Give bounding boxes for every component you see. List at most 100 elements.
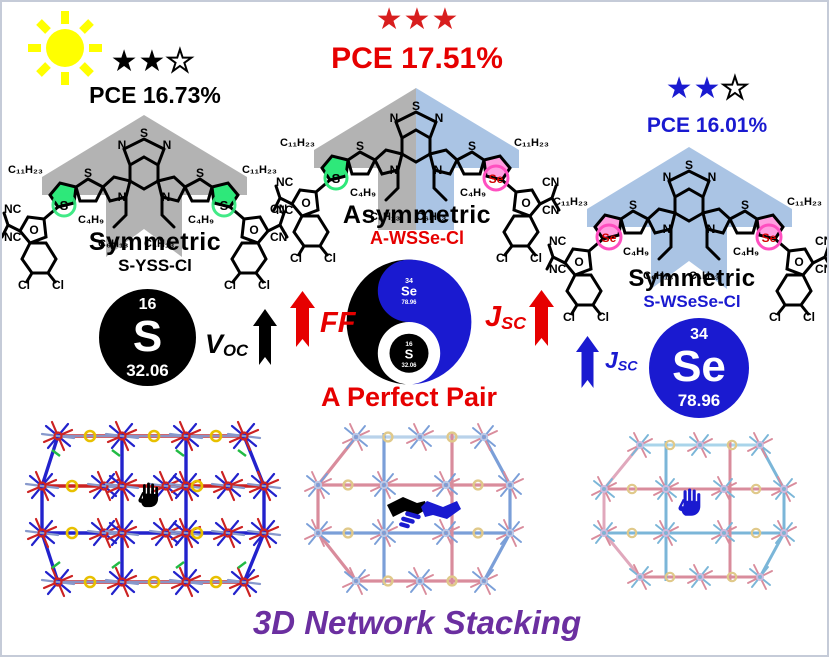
chem-label-c6h13: C₆H₁₃ (370, 211, 401, 223)
star-filled-icon: ★ (110, 45, 138, 78)
atom-label-nitrogen: N (434, 163, 443, 177)
chem-label-cn: CN (270, 202, 287, 216)
atom-label-sulfur: S (140, 126, 148, 140)
atom-label-nitrogen: N (118, 190, 127, 204)
metric-voc: VOC (205, 329, 248, 361)
metric-jsc-right: JSC (605, 347, 638, 375)
metric-jsc-right-subscript: SC (617, 358, 638, 375)
atom-label-oxygen: O (521, 196, 530, 210)
network-stacking-middle (292, 407, 557, 612)
atom-label-selenium: Se (762, 231, 777, 245)
atom-label-oxygen: O (249, 223, 258, 237)
chem-label-c11h23: C₁₁H₂₃ (8, 164, 43, 176)
chem-label-c4h9: C₄H₉ (623, 246, 649, 258)
yinyang-se-symbol: Se (401, 283, 417, 298)
molecule-code-right: S-WSeSe-Cl (643, 292, 741, 311)
atom-label-nitrogen: N (390, 111, 399, 125)
star-filled-icon: ★ (693, 72, 721, 105)
network-stacking-right (582, 417, 827, 607)
atom-label-selenium: Se (602, 231, 617, 245)
chem-label-c4h9: C₄H₉ (188, 214, 214, 226)
chem-label-nc: NC (4, 202, 22, 216)
atom-label-oxygen: O (29, 223, 38, 237)
star-hollow-icon: ★ (720, 72, 749, 105)
metric-voc-subscript: OC (223, 341, 249, 360)
metric-jsc-label: J (485, 301, 502, 333)
chem-label-nc: NC (276, 203, 294, 217)
metric-jsc-right-label: J (605, 347, 618, 373)
up-arrow-jsc-middle (528, 290, 555, 346)
atom-label-oxygen: O (574, 255, 583, 269)
atom-label-oxygen: O (301, 196, 310, 210)
molecule-structure-left: S N N S S N N S S O O C₁₁H₂₃ C₁₁H₂₃ C₄H₉… (2, 107, 289, 297)
chem-label-c11h23: C₁₁H₂₃ (553, 196, 588, 208)
chem-label-nc: NC (4, 230, 22, 244)
pce-label-left: PCE 16.73% (89, 82, 221, 108)
chem-label-cn: CN (542, 203, 559, 217)
atom-label-oxygen: O (794, 255, 803, 269)
atom-label-nitrogen: N (162, 190, 171, 204)
yinyang-se-mass: 78.96 (402, 300, 418, 306)
star-rating-right: ★ ★ ★ (652, 72, 762, 105)
atom-label-sulfur: S (220, 198, 229, 213)
metric-voc-label: V (205, 329, 224, 359)
atom-label-sulfur: S (412, 99, 420, 113)
element-atomic-number: 34 (690, 326, 708, 343)
chem-label-nc: NC (276, 175, 294, 189)
molecule-structure-right: S N N S S N N Se Se O O C₁₁H₂₃ C₁₁H₂₃ C₄… (545, 139, 829, 329)
atom-label-nitrogen: N (663, 222, 672, 236)
molecule-code-middle: A-WSSe-Cl (370, 228, 464, 248)
hand-blue-icon (678, 488, 701, 516)
network-stacking-left (12, 402, 287, 617)
atom-label-sulfur: S (468, 139, 476, 153)
atom-label-sulfur: S (60, 198, 69, 213)
element-circle-selenium: 34 Se 78.96 (649, 318, 749, 418)
atom-label-sulfur: S (685, 158, 693, 172)
chem-label-c4h9: C₄H₉ (350, 187, 376, 199)
chem-label-c4h9: C₄H₉ (733, 246, 759, 258)
chem-label-cn: CN (542, 175, 559, 189)
atom-label-sulfur: S (332, 171, 341, 186)
chem-label-cn: CN (815, 262, 829, 276)
chem-label-c6h13: C₆H₁₃ (416, 211, 447, 223)
star-rating-left: ★ ★ ★ (97, 45, 207, 78)
atom-label-nitrogen: N (663, 170, 672, 184)
chem-label-c11h23: C₁₁H₂₃ (787, 196, 822, 208)
chem-label-c11h23: C₁₁H₂₃ (514, 137, 549, 149)
chem-label-nc: NC (549, 234, 567, 248)
star-rating-middle: ★ ★ ★ (362, 5, 472, 35)
atom-label-nitrogen: N (118, 138, 127, 152)
chem-label-c11h23: C₁₁H₂₃ (242, 164, 277, 176)
atom-label-selenium: Se (489, 172, 504, 186)
yinyang-s-number: 16 (405, 341, 413, 348)
wedge-shape-right (587, 147, 792, 289)
atom-label-sulfur: S (84, 166, 92, 180)
molecule-type-right: Symmetric (628, 265, 756, 292)
atom-label-nitrogen: N (707, 222, 716, 236)
element-atomic-number: 16 (138, 295, 157, 313)
star-filled-icon: ★ (431, 3, 459, 36)
atom-label-sulfur: S (629, 198, 637, 212)
chem-label-c4h9: C₄H₉ (460, 187, 486, 199)
chem-label-c6h13: C₆H₁₃ (643, 270, 674, 282)
pce-label-middle: PCE 17.51% (331, 42, 503, 75)
page-title: 3D Network Stacking (252, 604, 582, 641)
yinyang-dot-selenium (389, 271, 429, 311)
element-circle-sulfur: 16 S 32.06 (99, 289, 196, 386)
yinyang-s-mass: 32.06 (402, 363, 418, 369)
hand-black-icon (138, 482, 159, 508)
atom-label-sulfur: S (741, 198, 749, 212)
chem-label-c6h13: C₆H₁₃ (144, 238, 175, 250)
star-filled-icon: ★ (403, 3, 431, 36)
atom-label-nitrogen: N (390, 163, 399, 177)
up-arrow-ff (289, 291, 316, 347)
chem-label-cn: CN (815, 234, 829, 248)
atom-label-nitrogen: N (708, 170, 717, 184)
star-filled-icon: ★ (375, 3, 403, 36)
chem-label-cn: CN (270, 230, 287, 244)
star-hollow-icon: ★ (165, 45, 194, 78)
element-symbol: Se (672, 342, 726, 391)
molecule-type-left: Symmetric (88, 228, 222, 256)
star-filled-icon: ★ (138, 45, 166, 78)
